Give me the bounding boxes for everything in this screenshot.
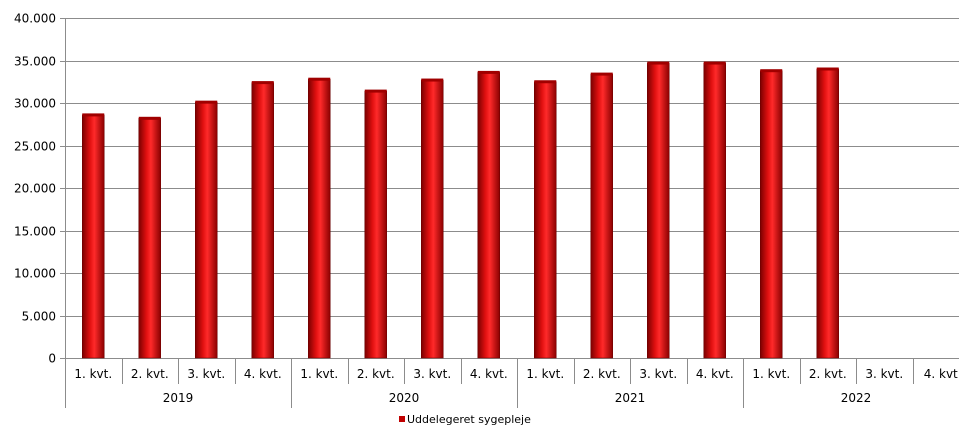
x-tick-label: 4. kvt (924, 367, 958, 381)
bar (251, 82, 274, 359)
bar-cap (534, 80, 557, 84)
bar-cap (308, 77, 331, 81)
axes (60, 18, 914, 408)
bar-cap (364, 89, 387, 93)
bar (364, 90, 387, 359)
y-tick-label: 40.000 (14, 12, 56, 26)
bar (590, 73, 613, 359)
bar-cap (82, 113, 105, 117)
bar (760, 70, 783, 359)
year-label: 2020 (389, 391, 420, 405)
x-tick-label: 2. kvt. (809, 367, 847, 381)
bar (477, 72, 500, 359)
bar (308, 78, 331, 359)
x-tick-label: 3. kvt. (413, 367, 451, 381)
legend: Uddelegeret sygepleje (399, 413, 531, 426)
bar (647, 62, 670, 359)
axis-labels: 0 5.000 10.000 15.000 20.000 25.000 30.000 35.0… (14, 12, 958, 406)
y-tick-label: 15.000 (14, 225, 56, 239)
bar (703, 62, 726, 359)
y-tick-label: 0 (48, 352, 56, 366)
bar-cap (195, 100, 218, 104)
bar (534, 81, 557, 359)
x-tick-label: 1. kvt. (526, 367, 564, 381)
bar-cap (590, 72, 613, 76)
bars (82, 61, 839, 359)
year-label: 2019 (163, 391, 194, 405)
y-tick-label: 5.000 (22, 310, 56, 324)
x-tick-label: 4. kvt. (244, 367, 282, 381)
bar-cap (138, 116, 161, 120)
x-tick-label: 3. kvt. (865, 367, 903, 381)
legend-label: Uddelegeret sygepleje (407, 413, 531, 426)
x-tick-label: 2. kvt. (357, 367, 395, 381)
y-tick-label: 35.000 (14, 55, 56, 69)
x-tick-label: 1. kvt. (752, 367, 790, 381)
bar-cap (477, 70, 500, 74)
bar-cap (816, 67, 839, 71)
x-tick-label: 2. kvt. (583, 367, 621, 381)
bar-cap (421, 78, 444, 82)
bar-cap (760, 69, 783, 73)
bar (816, 68, 839, 359)
legend-swatch (399, 416, 405, 422)
y-tick-label: 25.000 (14, 140, 56, 154)
y-tick-label: 10.000 (14, 267, 56, 281)
y-tick-label: 20.000 (14, 182, 56, 196)
x-tick-label: 4. kvt. (470, 367, 508, 381)
year-label: 2021 (615, 391, 646, 405)
x-tick-label: 1. kvt. (300, 367, 338, 381)
x-tick-label: 3. kvt. (639, 367, 677, 381)
x-tick-label: 3. kvt. (187, 367, 225, 381)
x-tick-label: 1. kvt. (74, 367, 112, 381)
bar (138, 118, 161, 359)
x-tick-label: 4. kvt. (696, 367, 734, 381)
x-tick-label: 2. kvt. (131, 367, 169, 381)
bar (195, 101, 218, 359)
y-tick-label: 30.000 (14, 97, 56, 111)
bar-cap (251, 81, 274, 85)
year-label: 2022 (841, 391, 872, 405)
bar (421, 79, 444, 359)
bar (82, 114, 105, 359)
bar-cap (703, 61, 726, 65)
bar-cap (647, 61, 670, 65)
